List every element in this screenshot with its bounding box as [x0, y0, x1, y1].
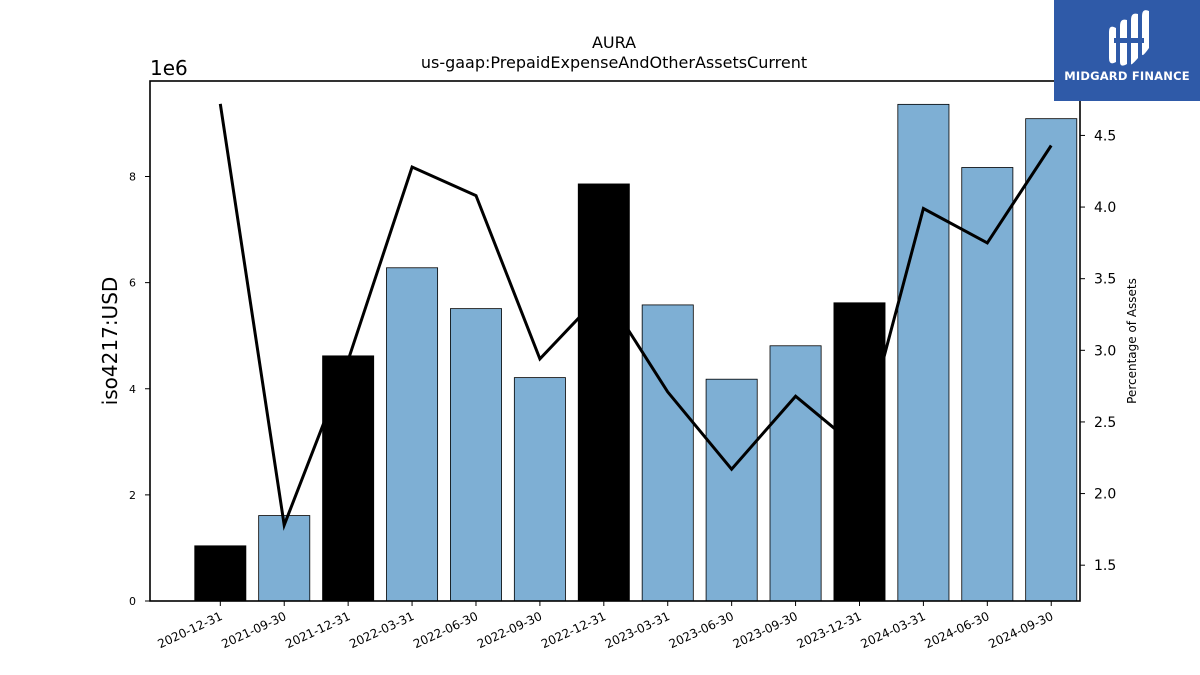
x-tick-label: 2022-03-31 — [347, 609, 416, 651]
y2-axis-label: Percentage of Assets — [1125, 278, 1139, 404]
brand-logo: MIDGARD FINANCE — [1054, 0, 1200, 101]
bar-2022-09-30 — [513, 377, 566, 602]
y-offset-label: 1e6 — [150, 56, 188, 80]
x-tick-label: 2023-09-30 — [731, 609, 800, 651]
bars-group — [194, 103, 1078, 602]
y-tick-label: 0 — [129, 595, 136, 608]
x-tick-label: 2023-03-31 — [603, 609, 672, 651]
x-tick-label: 2024-09-30 — [986, 609, 1055, 651]
bar-2021-12-31 — [322, 355, 375, 602]
plot-frame — [149, 80, 1081, 602]
x-ticks-group: 2020-12-312021-09-302021-12-312022-03-31… — [155, 601, 1056, 651]
bar-2023-03-31 — [641, 304, 694, 602]
y-axis-label: iso4217:USD — [98, 277, 122, 406]
x-tick-label: 2023-06-30 — [667, 609, 736, 651]
y2-tick-label: 1.5 — [1094, 558, 1116, 574]
bar-2022-12-31 — [577, 183, 630, 602]
y2-tick-label: 2.0 — [1094, 487, 1116, 503]
y2-tick-label: 2.5 — [1094, 415, 1116, 431]
y-tick-label: 8 — [129, 171, 136, 184]
x-tick-label: 2020-12-31 — [155, 609, 224, 651]
logo-mark-icon — [1109, 10, 1149, 66]
logo-text: MIDGARD FINANCE — [1064, 69, 1190, 83]
y-tick-label: 4 — [129, 383, 136, 396]
bar-2024-06-30 — [961, 167, 1014, 602]
bar-2023-06-30 — [705, 378, 758, 602]
line-group — [218, 103, 1053, 531]
line-series-percentage — [218, 103, 1053, 531]
bar-2024-03-31 — [897, 103, 950, 602]
y2-tick-label: 3.0 — [1094, 343, 1116, 359]
bar-2024-09-30 — [1025, 118, 1078, 602]
bar-2022-03-31 — [386, 267, 439, 602]
bar-2022-06-30 — [450, 308, 502, 602]
y2-tick-label: 4.5 — [1094, 128, 1116, 144]
y-ticks-group: 0 2 4 6 8 — [129, 171, 150, 608]
x-tick-label: 2024-06-30 — [922, 609, 991, 651]
bar-2020-12-31 — [194, 545, 247, 602]
x-tick-label: 2021-09-30 — [219, 609, 288, 651]
y-tick-label: 6 — [129, 277, 136, 290]
x-tick-label: 2022-06-30 — [411, 609, 480, 651]
bar-2021-09-30 — [258, 515, 311, 602]
y2-ticks-group: 1.5 2.0 2.5 3.0 3.5 4.0 4.5 — [1080, 128, 1116, 574]
y-tick-label: 2 — [129, 489, 136, 502]
bar-2023-09-30 — [769, 345, 822, 602]
chart-title: AURA — [592, 33, 636, 52]
chart-subtitle: us-gaap:PrepaidExpenseAndOtherAssetsCurr… — [421, 53, 807, 72]
x-tick-label: 2023-12-31 — [795, 609, 864, 651]
y2-tick-label: 4.0 — [1094, 200, 1116, 216]
x-tick-label: 2021-12-31 — [283, 609, 352, 651]
bar-2023-12-31 — [833, 302, 886, 602]
x-tick-label: 2022-12-31 — [539, 609, 608, 651]
x-tick-label: 2024-03-31 — [859, 609, 928, 651]
y2-tick-label: 3.5 — [1094, 272, 1116, 288]
x-tick-label: 2022-09-30 — [475, 609, 544, 651]
